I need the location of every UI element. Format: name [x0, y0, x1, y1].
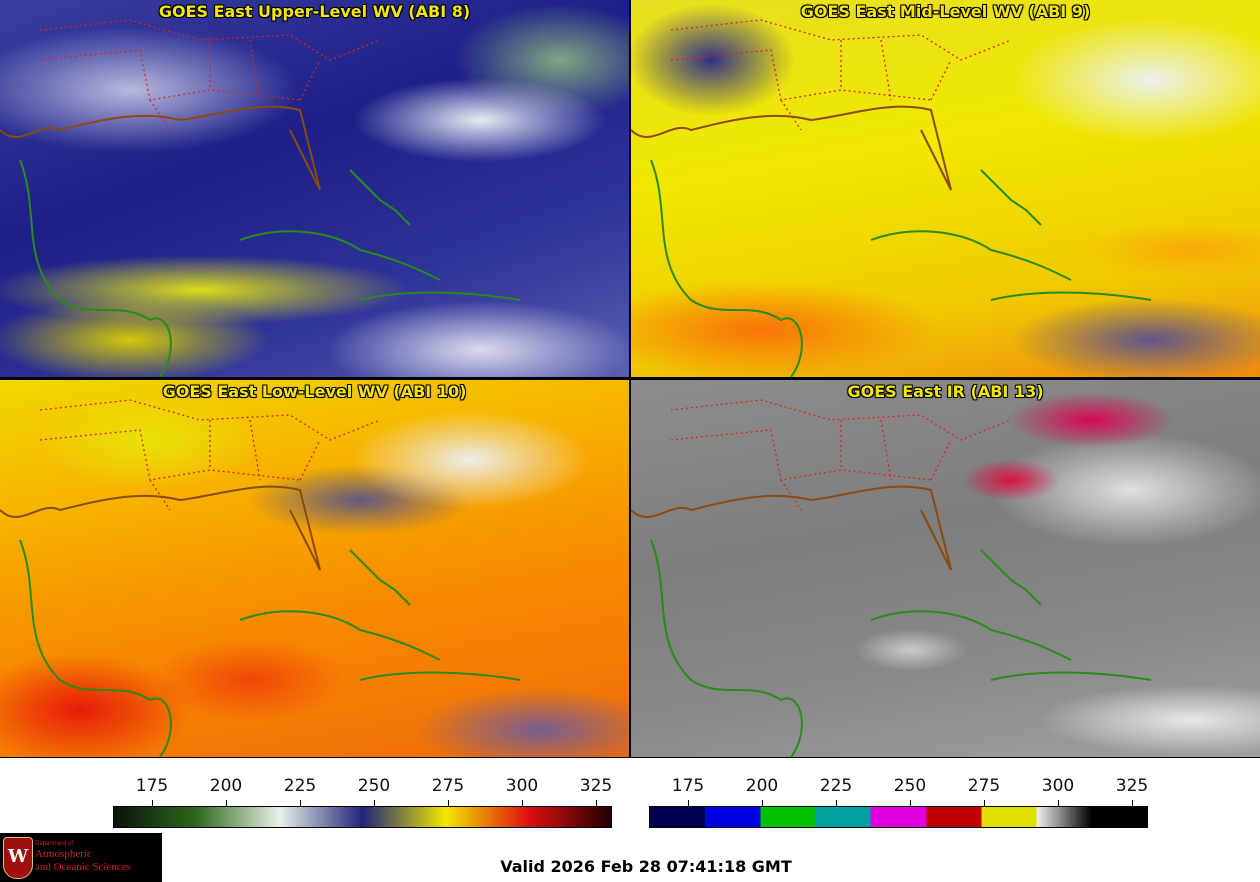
panel-mid-level-wv: GOES East Mid-Level WV (ABI 9)	[631, 0, 1260, 377]
colorbar-ir-tickmark	[688, 800, 689, 806]
map-overlay	[0, 399, 521, 757]
colorbar-ir-tickmark	[1132, 800, 1133, 806]
colorbar-ir-tick: 275	[967, 776, 1001, 796]
colorbar-wv	[113, 806, 612, 828]
colorbar-wv-tickmark	[596, 800, 597, 806]
colorbar-ir-tick: 300	[1041, 776, 1075, 796]
colorbar-wv-tick: 325	[579, 776, 613, 796]
colorbar-ir-tickmark	[910, 800, 911, 806]
colorbar-ir-tick: 250	[893, 776, 927, 796]
valid-time: Valid 2026 Feb 28 07:41:18 GMT	[500, 857, 792, 876]
panel-divider-horizontal	[0, 377, 1260, 380]
colorbar-ir-tickmark	[762, 800, 763, 806]
colorbar-ir-tick: 175	[671, 776, 705, 796]
colorbar-wv-tickmark	[374, 800, 375, 806]
map-overlay	[631, 19, 1152, 377]
colorbar-wv-tick: 200	[209, 776, 243, 796]
logo-dept-text: Department of	[35, 841, 74, 847]
panel-upper-level-wv: GOES East Upper-Level WV (ABI 8)	[0, 0, 629, 377]
colorbar-wv-tickmark	[226, 800, 227, 806]
colorbar-ir-tickmark	[1058, 800, 1059, 806]
map-overlay	[631, 399, 1152, 757]
colorbar-wv-tickmark	[448, 800, 449, 806]
colorbar-wv-tick: 225	[283, 776, 317, 796]
colorbar-wv-tickmark	[522, 800, 523, 806]
panel-low-level-wv: GOES East Low-Level WV (ABI 10)	[0, 380, 629, 757]
colorbar-wv-tickmark	[300, 800, 301, 806]
colorbar-wv-tickmark	[152, 800, 153, 806]
colorbar-wv-tick: 275	[431, 776, 465, 796]
map-overlay	[0, 19, 521, 377]
panel-title: GOES East Upper-Level WV (ABI 8)	[158, 2, 471, 21]
colorbar-ir-tickmark	[984, 800, 985, 806]
panel-bottom-border	[0, 757, 1260, 758]
colorbar-ir-tickmark	[836, 800, 837, 806]
colorbar-wv-tick: 300	[505, 776, 539, 796]
colorbar-ir-tick: 200	[745, 776, 779, 796]
colorbar-ir	[649, 806, 1148, 828]
logo-line2: and Oceanic Sciences	[35, 861, 131, 873]
colorbar-ir-tick: 225	[819, 776, 853, 796]
colorbar-wv-tick: 250	[357, 776, 391, 796]
logo-line1: Atmospheric	[35, 848, 92, 860]
panel-ir: GOES East IR (ABI 13)	[631, 380, 1260, 757]
aos-logo[interactable]: W Department of Atmospheric and Oceanic …	[0, 833, 162, 882]
panel-title: GOES East Mid-Level WV (ABI 9)	[800, 2, 1091, 21]
colorbar-wv-tick: 175	[135, 776, 169, 796]
colorbar-ir-tick: 325	[1115, 776, 1149, 796]
uw-crest-icon: W	[3, 837, 33, 879]
panel-title: GOES East IR (ABI 13)	[847, 382, 1044, 401]
panel-title: GOES East Low-Level WV (ABI 10)	[162, 382, 467, 401]
